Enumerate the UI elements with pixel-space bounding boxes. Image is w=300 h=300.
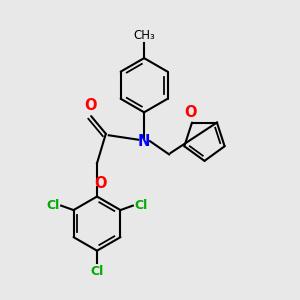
Text: Cl: Cl xyxy=(90,266,104,278)
Text: O: O xyxy=(184,105,197,120)
Text: Cl: Cl xyxy=(135,199,148,212)
Text: O: O xyxy=(94,176,107,191)
Text: N: N xyxy=(138,134,150,149)
Text: O: O xyxy=(84,98,97,113)
Text: Cl: Cl xyxy=(46,199,59,212)
Text: CH₃: CH₃ xyxy=(133,29,155,42)
